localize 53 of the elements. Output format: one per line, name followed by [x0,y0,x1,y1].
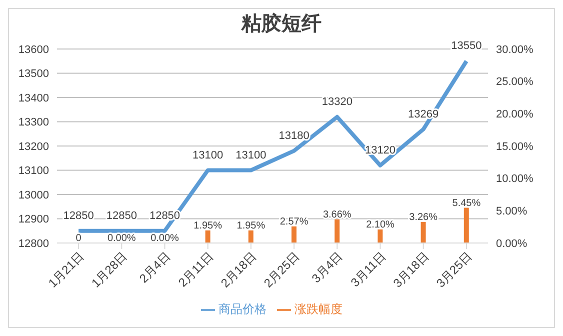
y2-tick-label: 0.00% [496,238,528,250]
bar [420,222,426,243]
x-tick-label: 1月28日 [88,249,130,290]
x-tick-label: 2月4日 [136,249,173,286]
data-label: 2.10% [366,219,395,230]
bar [334,219,340,243]
y2-tick-label: 15.00% [496,140,534,153]
chart-title: 粘胶短纤 [240,12,322,37]
data-label: 1.95% [236,220,266,232]
y-tick-label: 13500 [18,68,49,80]
y2-tick-label: 20.00% [496,108,534,121]
y-tick-label: 13000 [18,189,49,202]
y2-tick-label: 25.00% [496,76,534,88]
y-tick-label: 13300 [18,116,49,129]
x-tick-label: 1月21日 [46,249,87,290]
data-label: 3.26% [409,212,438,223]
y2-tick-label: 30.00% [496,44,534,56]
y-tick-label: 13400 [18,92,49,104]
data-label: 13100 [236,149,266,162]
x-tick-label: 3月25日 [434,249,475,290]
bar [378,229,383,243]
data-label: 1.95% [194,220,222,232]
data-label: 13180 [278,130,310,142]
y2-tick-label: 10.00% [496,173,534,186]
data-label: 0.00% [107,233,136,244]
legend-label: 涨跌幅度 [294,302,342,316]
y-tick-label: 12800 [18,238,49,250]
y-tick-label: 13100 [18,165,49,178]
y2-tick-label: 5.00% [496,206,528,218]
x-tick-label: 3月4日 [308,249,346,286]
x-tick-label: 3月18日 [390,249,432,290]
data-label: 13320 [322,96,352,108]
x-tick-label: 3月11日 [348,249,388,290]
bar [248,230,254,243]
data-label: 3.66% [322,209,352,220]
bar [292,226,296,243]
data-label: 0.00% [150,233,180,244]
y-tick-label: 13600 [18,44,49,56]
x-tick-label: 2月25日 [261,249,302,290]
data-label: 2.57% [280,216,308,228]
y-tick-label: 13200 [18,140,49,153]
legend-label: 商品价格 [218,302,266,316]
x-tick-label: 2月18日 [218,249,260,290]
y-tick-label: 12900 [18,214,49,226]
bar [464,208,469,243]
data-label: 12850 [63,210,94,222]
data-label: 12850 [106,210,137,222]
bar [205,230,210,243]
data-label: 13550 [451,40,482,52]
x-tick-label: 2月11日 [176,249,216,290]
data-label: 13100 [192,149,224,162]
data-label: 5.45% [452,198,481,209]
data-label: 0 [76,233,82,244]
